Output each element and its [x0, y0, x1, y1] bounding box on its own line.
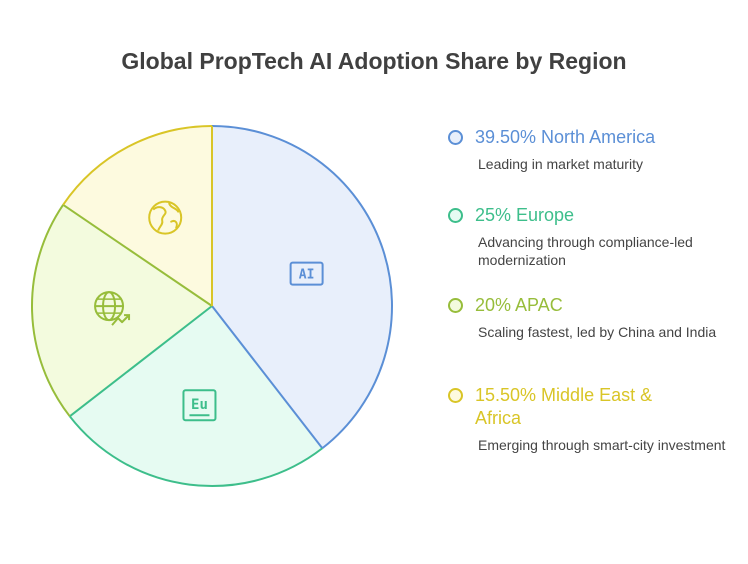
legend-item-europe: 25% Europe Advancing through compliance-… — [448, 204, 738, 269]
pie-slice-1 — [69, 306, 323, 486]
pie-slice-outline-1 — [68, 415, 323, 487]
ai-chip-icon: AI — [289, 261, 324, 286]
pie-slice-0 — [212, 126, 392, 449]
legend-marker — [448, 298, 463, 313]
pie-slice-edge-1 — [69, 305, 213, 418]
eu-badge-icon: Eu — [182, 389, 217, 422]
pie-slice-outline-3 — [62, 125, 213, 206]
legend-label: 25% Europe — [475, 205, 575, 225]
legend-label: 39.50% North America — [475, 127, 656, 147]
legend-item-north-america: 39.50% North America Leading in market m… — [448, 126, 738, 173]
legend-description: Leading in market maturity — [478, 156, 643, 172]
globe-africa-icon — [148, 200, 183, 235]
legend-description: Advancing through compliance-led moderni… — [478, 234, 693, 268]
legend-marker — [448, 208, 463, 223]
legend-label: 20% APAC — [475, 295, 563, 315]
legend-item-apac: 20% APAC Scaling fastest, led by China a… — [448, 294, 738, 341]
pie-slice-outline-0 — [211, 125, 393, 450]
legend-marker — [448, 388, 463, 403]
legend-description: Scaling fastest, led by China and India — [478, 324, 717, 340]
pie-slice-edge-2 — [62, 203, 213, 307]
eu-icon-text: Eu — [191, 397, 208, 413]
pie-slice-outline-2 — [31, 204, 71, 417]
legend-label: 15.50% Middle East & Africa — [475, 385, 653, 428]
globe-growth-icon — [94, 291, 131, 326]
legend-marker — [448, 130, 463, 145]
ai-icon-text: AI — [299, 268, 315, 283]
pie-slice-3 — [63, 125, 213, 306]
chart-title: Global PropTech AI Adoption Share by Reg… — [121, 48, 627, 74]
legend-description: Emerging through smart-city investment — [478, 437, 726, 453]
pie-slice-edge-0 — [211, 305, 324, 449]
legend-item-middle-east-africa: 15.50% Middle East & Africa Emerging thr… — [448, 384, 738, 454]
